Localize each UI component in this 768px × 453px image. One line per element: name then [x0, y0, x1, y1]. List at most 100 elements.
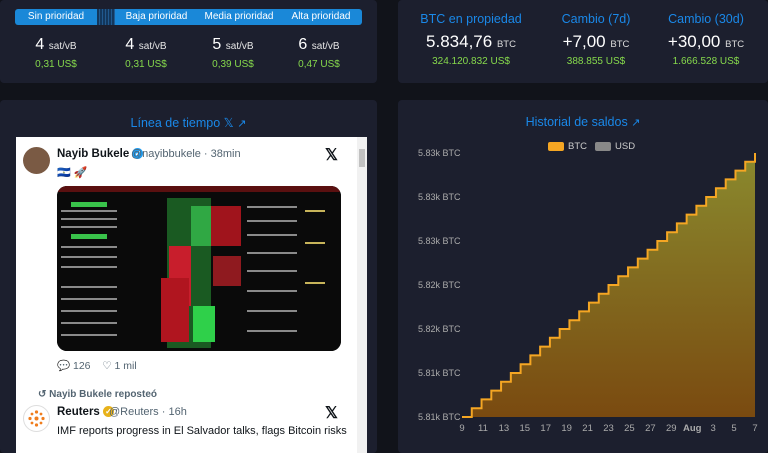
y-tick-label: 5.82k BTC: [418, 280, 461, 290]
fee-card: Sin prioridad Baja prioridad Media prior…: [0, 0, 377, 83]
btc-holdings-label: BTC en propiedad: [420, 12, 522, 26]
fee-unit: sat/vB: [311, 41, 340, 52]
change-30d-value: +30,00: [667, 32, 721, 51]
fee-segment-gap: [97, 9, 115, 25]
fee-high: 6 sat/vB 0,47 US$: [279, 36, 359, 70]
stock-table-screenshot: [57, 186, 341, 351]
x-tick-label: 29: [666, 423, 677, 434]
verified-badge-icon: ✓: [103, 406, 115, 418]
btc-change-7d: Cambio (7d) +7,00 BTC 388.855 US$: [546, 12, 646, 67]
reuters-logo-icon: [28, 410, 45, 427]
change-7d-usd: 388.855 US$: [566, 56, 626, 67]
tweet-handle[interactable]: @nayibbukele · 38min: [131, 148, 241, 160]
scrollbar-thumb[interactable]: [359, 149, 365, 167]
like-count[interactable]: 1 mil: [114, 360, 137, 372]
legend-swatch-usd: [595, 141, 611, 151]
external-link-icon[interactable]: ↗: [237, 118, 247, 130]
fee-unit: sat/vB: [138, 41, 167, 52]
fee-value: 6: [298, 36, 308, 53]
x-logo-icon[interactable]: 𝕏: [325, 405, 338, 422]
fee-none: 4 sat/vB 0,31 US$: [16, 36, 96, 70]
y-tick-label: 5.82k BTC: [418, 324, 461, 334]
fee-low: 4 sat/vB 0,31 US$: [106, 36, 186, 70]
avatar[interactable]: [23, 405, 50, 432]
x-tick-label: 13: [499, 423, 510, 434]
y-tick-label: 5.81k BTC: [418, 368, 461, 378]
timeline-title-text: Línea de tiempo 𝕏: [130, 116, 234, 130]
x-tick-label: 27: [645, 423, 656, 434]
fee-value: 4: [35, 36, 45, 53]
fee-priority-bar: Sin prioridad Baja prioridad Media prior…: [15, 9, 362, 25]
x-tick-label: 15: [519, 423, 530, 434]
external-link-icon[interactable]: ↗: [631, 117, 641, 129]
y-tick-label: 5.83k BTC: [418, 148, 461, 158]
x-tick-label: 21: [582, 423, 593, 434]
y-tick-label: 5.83k BTC: [418, 192, 461, 202]
legend-btc[interactable]: BTC: [548, 141, 587, 152]
fee-usd: 0,39 US$: [212, 59, 254, 70]
fee-usd: 0,31 US$: [35, 59, 77, 70]
fee-segment-medium[interactable]: Media prioridad: [198, 9, 280, 25]
chart-legend: BTC USD: [548, 141, 635, 152]
balance-history-card: Historial de saldos ↗ BTC USD 5.81k BTC 5…: [398, 100, 768, 453]
btc-holdings-card: BTC en propiedad 5.834,76 BTC 324.120.83…: [398, 0, 768, 83]
btc-holdings-usd: 324.120.832 US$: [432, 56, 510, 67]
legend-usd[interactable]: USD: [595, 141, 635, 152]
legend-label-btc: BTC: [568, 141, 587, 152]
legend-label-usd: USD: [615, 141, 636, 152]
tweet-actions: 💬 126 ♡ 1 mil: [57, 359, 137, 372]
change-30d-usd: 1.666.528 US$: [672, 56, 740, 67]
history-title-text: Historial de saldos: [525, 115, 628, 129]
fee-unit: sat/vB: [48, 41, 77, 52]
tweet-embed[interactable]: Nayib Bukele ✓ @nayibbukele · 38min 𝕏 🇸🇻…: [16, 137, 367, 453]
avatar[interactable]: [23, 147, 50, 174]
x-tick-label: 5: [731, 423, 736, 434]
change-7d-value: +7,00: [562, 32, 606, 51]
repost-indicator: ↺ Nayib Bukele reposteó: [38, 389, 157, 400]
fee-usd: 0,47 US$: [298, 59, 340, 70]
x-tick-label: 23: [603, 423, 614, 434]
fee-value: 4: [125, 36, 135, 53]
y-tick-label: 5.83k BTC: [418, 236, 461, 246]
tweet-author-name[interactable]: Reuters: [57, 406, 100, 418]
fee-segment-none[interactable]: Sin prioridad: [15, 9, 97, 25]
fee-medium: 5 sat/vB 0,39 US$: [193, 36, 273, 70]
y-tick-label: 5.81k BTC: [418, 412, 461, 422]
verified-badge-icon: ✓: [132, 148, 144, 160]
x-tick-label: 17: [540, 423, 551, 434]
btc-unit: BTC: [496, 39, 516, 50]
timeline-title[interactable]: Línea de tiempo 𝕏 ↗: [0, 115, 377, 130]
fee-unit: sat/vB: [225, 41, 254, 52]
balance-history-chart: 5.81k BTC 5.81k BTC 5.82k BTC 5.82k BTC 5.83…: [418, 148, 758, 434]
history-title[interactable]: Historial de saldos ↗: [398, 115, 768, 129]
change-30d-label: Cambio (30d): [668, 12, 744, 26]
x-tick-label: 3: [710, 423, 715, 434]
x-tick-label: 11: [478, 423, 488, 434]
reply-icon[interactable]: 💬: [57, 360, 71, 372]
x-tick-label: 19: [561, 423, 572, 434]
repost-label: Nayib Bukele reposteó: [49, 389, 157, 400]
btc-unit: BTC: [725, 39, 745, 50]
fee-segment-high[interactable]: Alta prioridad: [280, 9, 362, 25]
x-tick-label: 9: [459, 423, 464, 434]
btc-holdings-value: 5.834,76: [426, 32, 493, 51]
reply-count[interactable]: 126: [73, 360, 91, 372]
x-logo-icon[interactable]: 𝕏: [325, 147, 338, 164]
tweet-body: 🇸🇻 🚀: [57, 167, 88, 179]
btc-line: [462, 153, 756, 418]
legend-swatch-btc: [548, 141, 564, 151]
btc-holdings: BTC en propiedad 5.834,76 BTC 324.120.83…: [416, 12, 526, 67]
fee-segment-low[interactable]: Baja prioridad: [115, 9, 198, 25]
change-7d-label: Cambio (7d): [561, 12, 631, 26]
scrollbar[interactable]: [357, 137, 367, 453]
x-tick-label: Aug: [683, 423, 702, 434]
tweet-handle[interactable]: @Reuters · 16h: [109, 406, 187, 418]
tweet-author-name[interactable]: Nayib Bukele: [57, 148, 130, 160]
btc-unit: BTC: [610, 39, 630, 50]
repost-icon: ↺: [38, 389, 47, 400]
fee-value: 5: [212, 36, 222, 53]
tweet-body: IMF reports progress in El Salvador talk…: [57, 425, 347, 437]
heart-icon[interactable]: ♡: [102, 360, 112, 372]
timeline-card: Línea de tiempo 𝕏 ↗ Nayib Bukele ✓ @nayi…: [0, 100, 377, 453]
tweet-media-image[interactable]: [57, 186, 341, 351]
